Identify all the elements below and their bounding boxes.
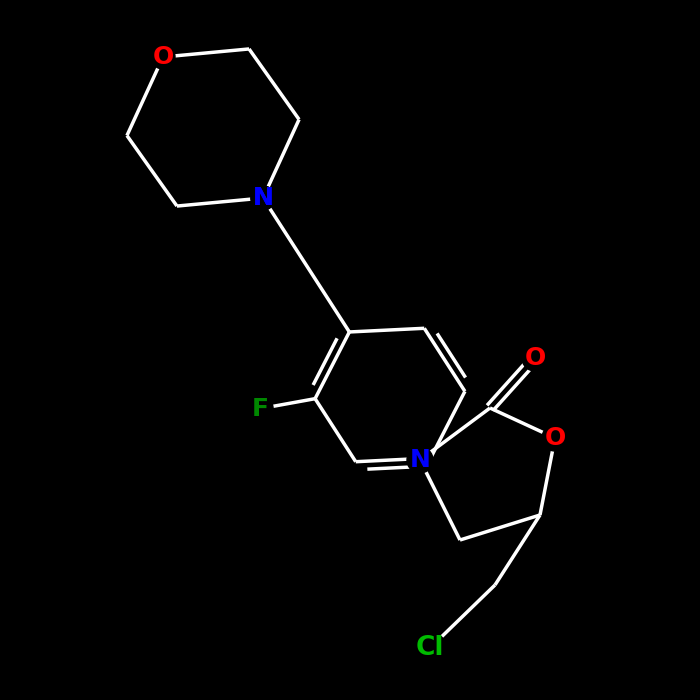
Circle shape: [522, 345, 548, 371]
Text: O: O: [153, 45, 174, 69]
Circle shape: [542, 425, 568, 451]
Text: O: O: [524, 346, 545, 370]
Text: N: N: [253, 186, 274, 210]
Circle shape: [414, 632, 446, 664]
Text: O: O: [545, 426, 566, 450]
Text: Cl: Cl: [416, 635, 444, 661]
Circle shape: [151, 45, 175, 69]
Circle shape: [251, 186, 275, 210]
Circle shape: [251, 186, 275, 210]
Text: F: F: [251, 397, 269, 421]
Text: N: N: [410, 448, 430, 472]
Circle shape: [247, 395, 273, 421]
Circle shape: [407, 447, 433, 473]
Text: N: N: [253, 186, 274, 210]
